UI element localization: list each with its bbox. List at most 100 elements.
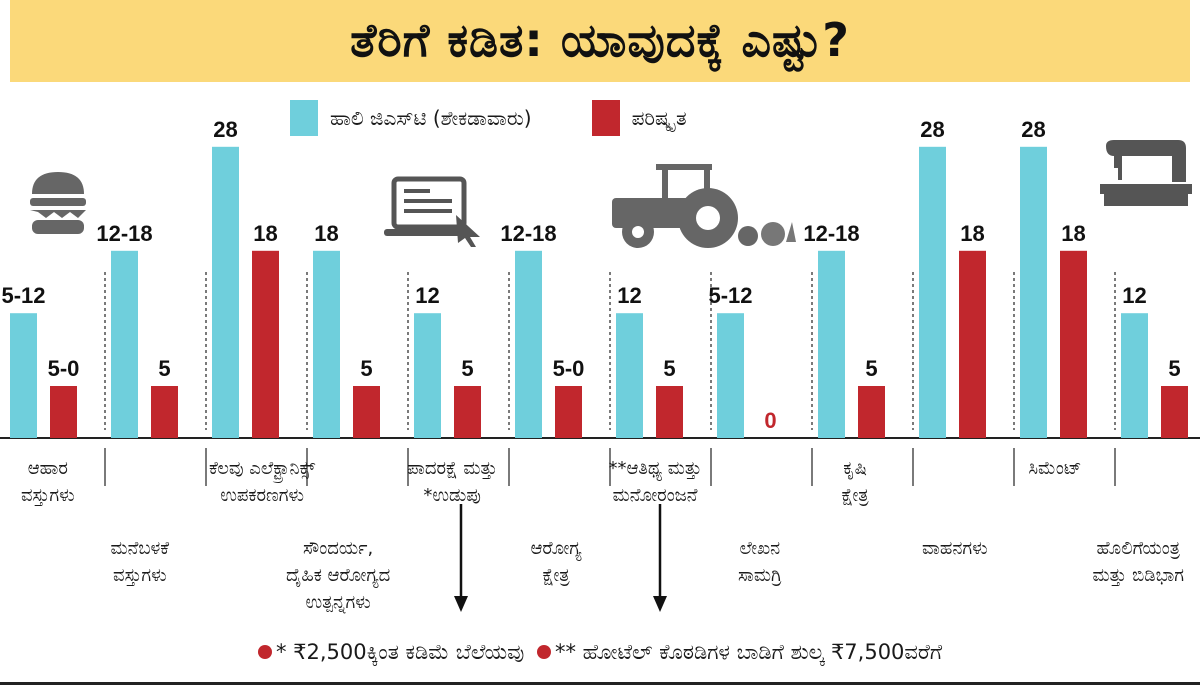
legend-item-new: ಪರಿಷ್ಕೃತ [591, 100, 687, 136]
laptop-icon [384, 176, 480, 247]
category-label-line: ಮನೆಬಳಕೆ [110, 538, 170, 559]
data-label: 5-0 [48, 356, 80, 381]
bar [212, 146, 239, 439]
bar [656, 386, 683, 438]
bottom-rule [0, 682, 1200, 685]
category-label-line: ಲೇಖನ [739, 538, 781, 559]
category-label-line: ವಾಹನಗಳು [922, 538, 988, 559]
footnote-dot-1 [257, 645, 272, 659]
category-label-line: ವಸ್ತುಗಳು [113, 565, 167, 586]
category-label: ಆಹಾರ ವಸ್ತುಗಳು [21, 455, 75, 509]
bar [959, 250, 986, 438]
bar [717, 313, 744, 438]
category-label-line: ಸೌಂದರ್ಯ, [303, 538, 374, 559]
arrow-head [653, 596, 667, 612]
category-label-line: ದೈಹಿಕ ಆರೋಗ್ಯದ [286, 565, 391, 586]
category-label-line: **ಆತಿಥ್ಯ ಮತ್ತು [608, 458, 702, 479]
bar [818, 250, 845, 438]
legend: ಹಾಲಿ ಜಿಎಸ್‌ಟಿ (ಶೇಕಡಾವಾರು) ಪರಿಷ್ಕೃತ [290, 100, 747, 136]
bar [1020, 146, 1047, 439]
category-label: ಮನೆಬಳಕೆ ವಸ್ತುಗಳು [111, 535, 170, 589]
data-label: 12-18 [803, 221, 859, 246]
data-label: 18 [960, 221, 984, 246]
category-label: ಸಿಮೆಂಟ್ [1029, 455, 1082, 482]
data-label: 12 [617, 283, 641, 308]
data-label: 5-12 [708, 283, 752, 308]
category-label-line: ಸಾಮಗ್ರಿ [738, 565, 782, 586]
data-label: 5-12 [1, 283, 45, 308]
data-label: 28 [1021, 117, 1045, 142]
category-label-line: ಕ್ಷೇತ್ರ [841, 485, 869, 506]
legend-swatch-old [290, 100, 318, 136]
category-label: ಆರೋಗ್ಯ ಕ್ಷೇತ್ರ [531, 535, 582, 589]
chart-title: ತೆರಿಗೆ ಕಡಿತ: ಯಾವುದಕ್ಕೆ ಎಷ್ಟು? [350, 13, 850, 67]
footnote-1: * ₹2,500ಕ್ಕಿಂತ ಕಡಿಮೆ ಬೆಲೆಯವು [275, 640, 525, 664]
category-label-line: ಉತ್ಪನ್ನಗಳು [305, 592, 371, 613]
data-label: 5 [865, 356, 877, 381]
category-label: ವಾಹನಗಳು [922, 535, 988, 562]
bar [858, 386, 885, 438]
data-label: 5 [360, 356, 372, 381]
legend-label-old: ಹಾಲಿ ಜಿಎಸ್‌ಟಿ (ಶೇಕಡಾವಾರು) [330, 106, 532, 130]
legend-item-old: ಹಾಲಿ ಜಿಎಸ್‌ಟಿ (ಶೇಕಡಾವಾರು) [290, 100, 532, 136]
data-label: 0 [764, 408, 776, 433]
category-label: ಲೇಖನ ಸಾಮಗ್ರಿ [738, 535, 782, 589]
title-band: ತೆರಿಗೆ ಕಡಿತ: ಯಾವುದಕ್ಕೆ ಎಷ್ಟು? [10, 0, 1190, 82]
category-label: ಹೊಲಿಗೆಯಂತ್ರ ಮತ್ತು ಬಿಡಿಭಾಗ [1093, 535, 1184, 589]
data-label: 18 [314, 221, 338, 246]
data-label: 5 [663, 356, 675, 381]
data-label: 28 [920, 117, 944, 142]
bar [555, 386, 582, 438]
footnotes: * ₹2,500ಕ್ಕಿಂತ ಕಡಿಮೆ ಬೆಲೆಯವು ** ಹೋಟೆಲ್ ಕ… [0, 640, 1200, 665]
bar [515, 250, 542, 438]
category-label-line: ಮತ್ತು ಬಿಡಿಭಾಗ [1092, 565, 1184, 586]
tractor-icon [612, 164, 796, 248]
bar [151, 386, 178, 438]
bar [1121, 313, 1148, 438]
bar [616, 313, 643, 438]
data-label: 5 [461, 356, 473, 381]
data-label: 12-18 [96, 221, 152, 246]
bar [353, 386, 380, 438]
data-label: 5-0 [553, 356, 585, 381]
category-label-line: ಕೃಷಿ [843, 458, 867, 479]
data-label: 5 [1168, 356, 1180, 381]
sewing-machine-icon [1100, 140, 1192, 206]
legend-label-new: ಪರಿಷ್ಕೃತ [631, 106, 687, 130]
category-label-line: ವಸ್ತುಗಳು [21, 485, 75, 506]
footnote-dot-2 [536, 645, 551, 659]
bar [50, 386, 77, 438]
category-label-line: ಹೊಲಿಗೆಯಂತ್ರ [1096, 538, 1181, 559]
category-label: ಕೆಲವು ಎಲೆಕ್ಟ್ರಾನಿಕ್ಸ್ ಉಪಕರಣಗಳು [209, 455, 315, 509]
data-label: 12-18 [500, 221, 556, 246]
category-label-line: ಮನೋರಂಜನೆ [612, 485, 698, 506]
category-label: ಸೌಂದರ್ಯ, ದೈಹಿಕ ಆರೋಗ್ಯದ ಉತ್ಪನ್ನಗಳು [286, 535, 390, 616]
burger-icon [30, 172, 86, 234]
legend-swatch-new [591, 100, 620, 136]
category-label-line: ಕ್ಷೇತ್ರ [542, 565, 570, 586]
bar [414, 313, 441, 438]
data-label: 18 [253, 221, 277, 246]
footnote-2: ** ಹೋಟೆಲ್ ಕೊಠಡಿಗಳ ಬಾಡಿಗೆ ಶುಲ್ಕ ₹7,500ವರೆ… [554, 640, 943, 664]
category-label-line: ಆರೋಗ್ಯ [530, 538, 582, 559]
bar [454, 386, 481, 438]
bar [252, 250, 279, 438]
data-label: 28 [213, 117, 237, 142]
category-label-line: ಕೆಲವು ಎಲೆಕ್ಟ್ರಾನಿಕ್ಸ್ [209, 458, 316, 479]
bar [313, 250, 340, 438]
category-label-line: ಆಹಾರ [27, 458, 68, 479]
category-label-line: ಪಾದರಕ್ಷೆ ಮತ್ತು [407, 458, 498, 479]
arrow-head [454, 596, 468, 612]
category-label-line: ಸಿಮೆಂಟ್ [1028, 458, 1082, 479]
bar [10, 313, 37, 438]
data-label: 18 [1061, 221, 1085, 246]
category-label-line: *ಉಡುಪು [423, 485, 481, 506]
bar [1060, 250, 1087, 438]
category-label-line: ಉಪಕರಣಗಳು [220, 485, 305, 506]
category-label: **ಆತಿಥ್ಯ ಮತ್ತು ಮನೋರಂಜನೆ [609, 455, 702, 509]
bar [111, 250, 138, 438]
bar [919, 146, 946, 439]
data-label: 12 [415, 283, 439, 308]
bar [1161, 386, 1188, 438]
